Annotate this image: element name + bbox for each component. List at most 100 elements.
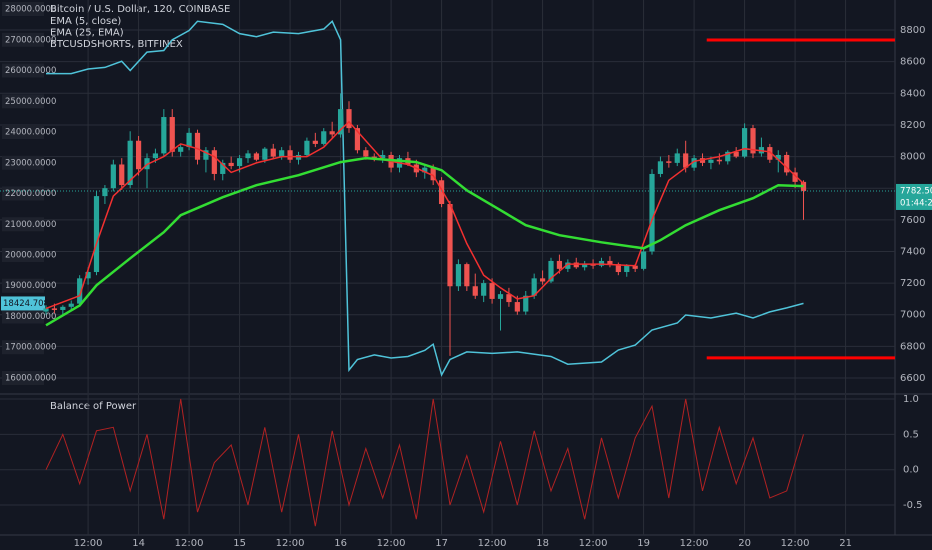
y2-tick-box — [2, 186, 44, 201]
candle-body — [598, 260, 605, 266]
candle-body — [767, 147, 773, 160]
candle-body — [615, 264, 621, 273]
y2-tick-label: 20000.0000 — [5, 250, 56, 260]
legend-entry: BTCUSDSHORTS, BITFINEX — [50, 39, 183, 50]
x-tick-label: 12:00 — [276, 538, 305, 549]
y2-tick-box — [2, 247, 44, 262]
candle-body — [321, 131, 327, 144]
candle-body — [657, 161, 664, 174]
price-label: 18424.7088 — [3, 299, 54, 309]
legend-title: Bitcoin / U.S. Dollar, 120, COINBASE — [50, 4, 230, 15]
candle-body — [422, 167, 428, 173]
y-tick-label: 8000 — [900, 152, 925, 163]
candle-body — [51, 308, 58, 310]
x-tick-label: 16 — [334, 538, 347, 549]
x-tick-label: 12:00 — [579, 538, 608, 549]
candle-body — [792, 172, 798, 182]
y2-tick-box — [2, 32, 44, 47]
candle-body — [68, 303, 74, 307]
ema-line — [45, 156, 804, 327]
candle-body — [531, 278, 537, 296]
candle-body — [178, 147, 184, 152]
candle-body — [666, 161, 672, 163]
y-tick-label: 7000 — [900, 310, 925, 321]
candle-body — [135, 140, 142, 170]
y2-tick-label: 24000.0000 — [5, 128, 56, 138]
candle-body — [60, 306, 66, 310]
candle-body — [624, 265, 630, 273]
y2-tick-box — [2, 370, 44, 385]
x-tick-label: 12:00 — [377, 538, 406, 549]
candle-body — [169, 117, 175, 152]
candle-body — [77, 278, 83, 304]
candle-body — [295, 154, 302, 160]
candle-body — [800, 181, 807, 191]
y-tick-label: 7200 — [900, 278, 925, 289]
y-tick-label: 0.0 — [903, 465, 919, 476]
y-tick-label: 6800 — [900, 341, 925, 352]
candle-body — [279, 150, 285, 157]
y2-tick-label: 17000.0000 — [5, 343, 56, 353]
y-tick-label: 6600 — [900, 373, 925, 384]
y2-tick-box — [2, 309, 44, 324]
y-tick-label: 7600 — [900, 215, 925, 226]
candle-body — [262, 148, 268, 160]
y2-tick-label: 21000.0000 — [5, 220, 56, 230]
candle-body — [607, 260, 613, 265]
candle-body — [750, 128, 756, 154]
y-tick-label: 1.0 — [903, 394, 919, 405]
y2-tick-label: 23000.0000 — [5, 158, 56, 168]
candle-body — [371, 156, 377, 159]
candle-body — [548, 260, 554, 282]
y-tick-label: 8600 — [900, 57, 925, 68]
candle-body — [489, 283, 495, 299]
y-tick-label: 7400 — [900, 246, 925, 257]
y-tick-label: 8200 — [900, 120, 925, 131]
candle-body — [674, 153, 680, 163]
bop-line — [45, 398, 804, 527]
candle-body — [152, 153, 159, 159]
candle-body — [161, 117, 167, 154]
y2-tick-label: 18000.0000 — [5, 312, 56, 322]
legend-entry: EMA (25, EMA) — [50, 28, 124, 39]
y2-tick-label: 16000.0000 — [5, 373, 56, 383]
candle-body — [573, 262, 579, 268]
candle-body — [716, 159, 722, 162]
ema-line — [45, 120, 805, 310]
candle-body — [464, 264, 470, 287]
candle-body — [211, 150, 217, 174]
y2-tick-label: 26000.0000 — [5, 66, 56, 76]
candle-body — [236, 158, 243, 167]
y2-tick-box — [2, 217, 44, 232]
candle-body — [708, 159, 714, 163]
x-tick-label: 17 — [435, 538, 448, 549]
y2-tick-label: 22000.0000 — [5, 189, 56, 199]
candle-body — [506, 294, 512, 303]
candle-body — [93, 196, 100, 273]
y2-tick-box — [2, 63, 44, 78]
candle-body — [582, 264, 588, 268]
candle-body — [632, 265, 638, 269]
candle-body — [590, 264, 596, 266]
candle-body — [733, 151, 739, 157]
candle-body — [497, 294, 504, 299]
pane-title: Balance of Power — [50, 401, 137, 412]
y2-tick-box — [2, 340, 44, 355]
candle-body — [102, 188, 108, 197]
candle-body — [304, 140, 310, 155]
y2-tick-box — [2, 155, 44, 170]
y2-tick-box — [2, 125, 44, 140]
candle-body — [228, 162, 234, 167]
candle-body — [683, 153, 689, 168]
x-tick-label: 14 — [132, 538, 145, 549]
y2-tick-box — [2, 94, 44, 109]
candle-body — [337, 109, 344, 135]
candle-body — [194, 132, 201, 160]
candle-body — [481, 283, 487, 296]
candle-body — [329, 131, 335, 135]
candle-body — [287, 150, 293, 160]
y2-tick-box — [2, 278, 44, 293]
candle-body — [245, 153, 251, 159]
candle-body — [380, 154, 386, 159]
